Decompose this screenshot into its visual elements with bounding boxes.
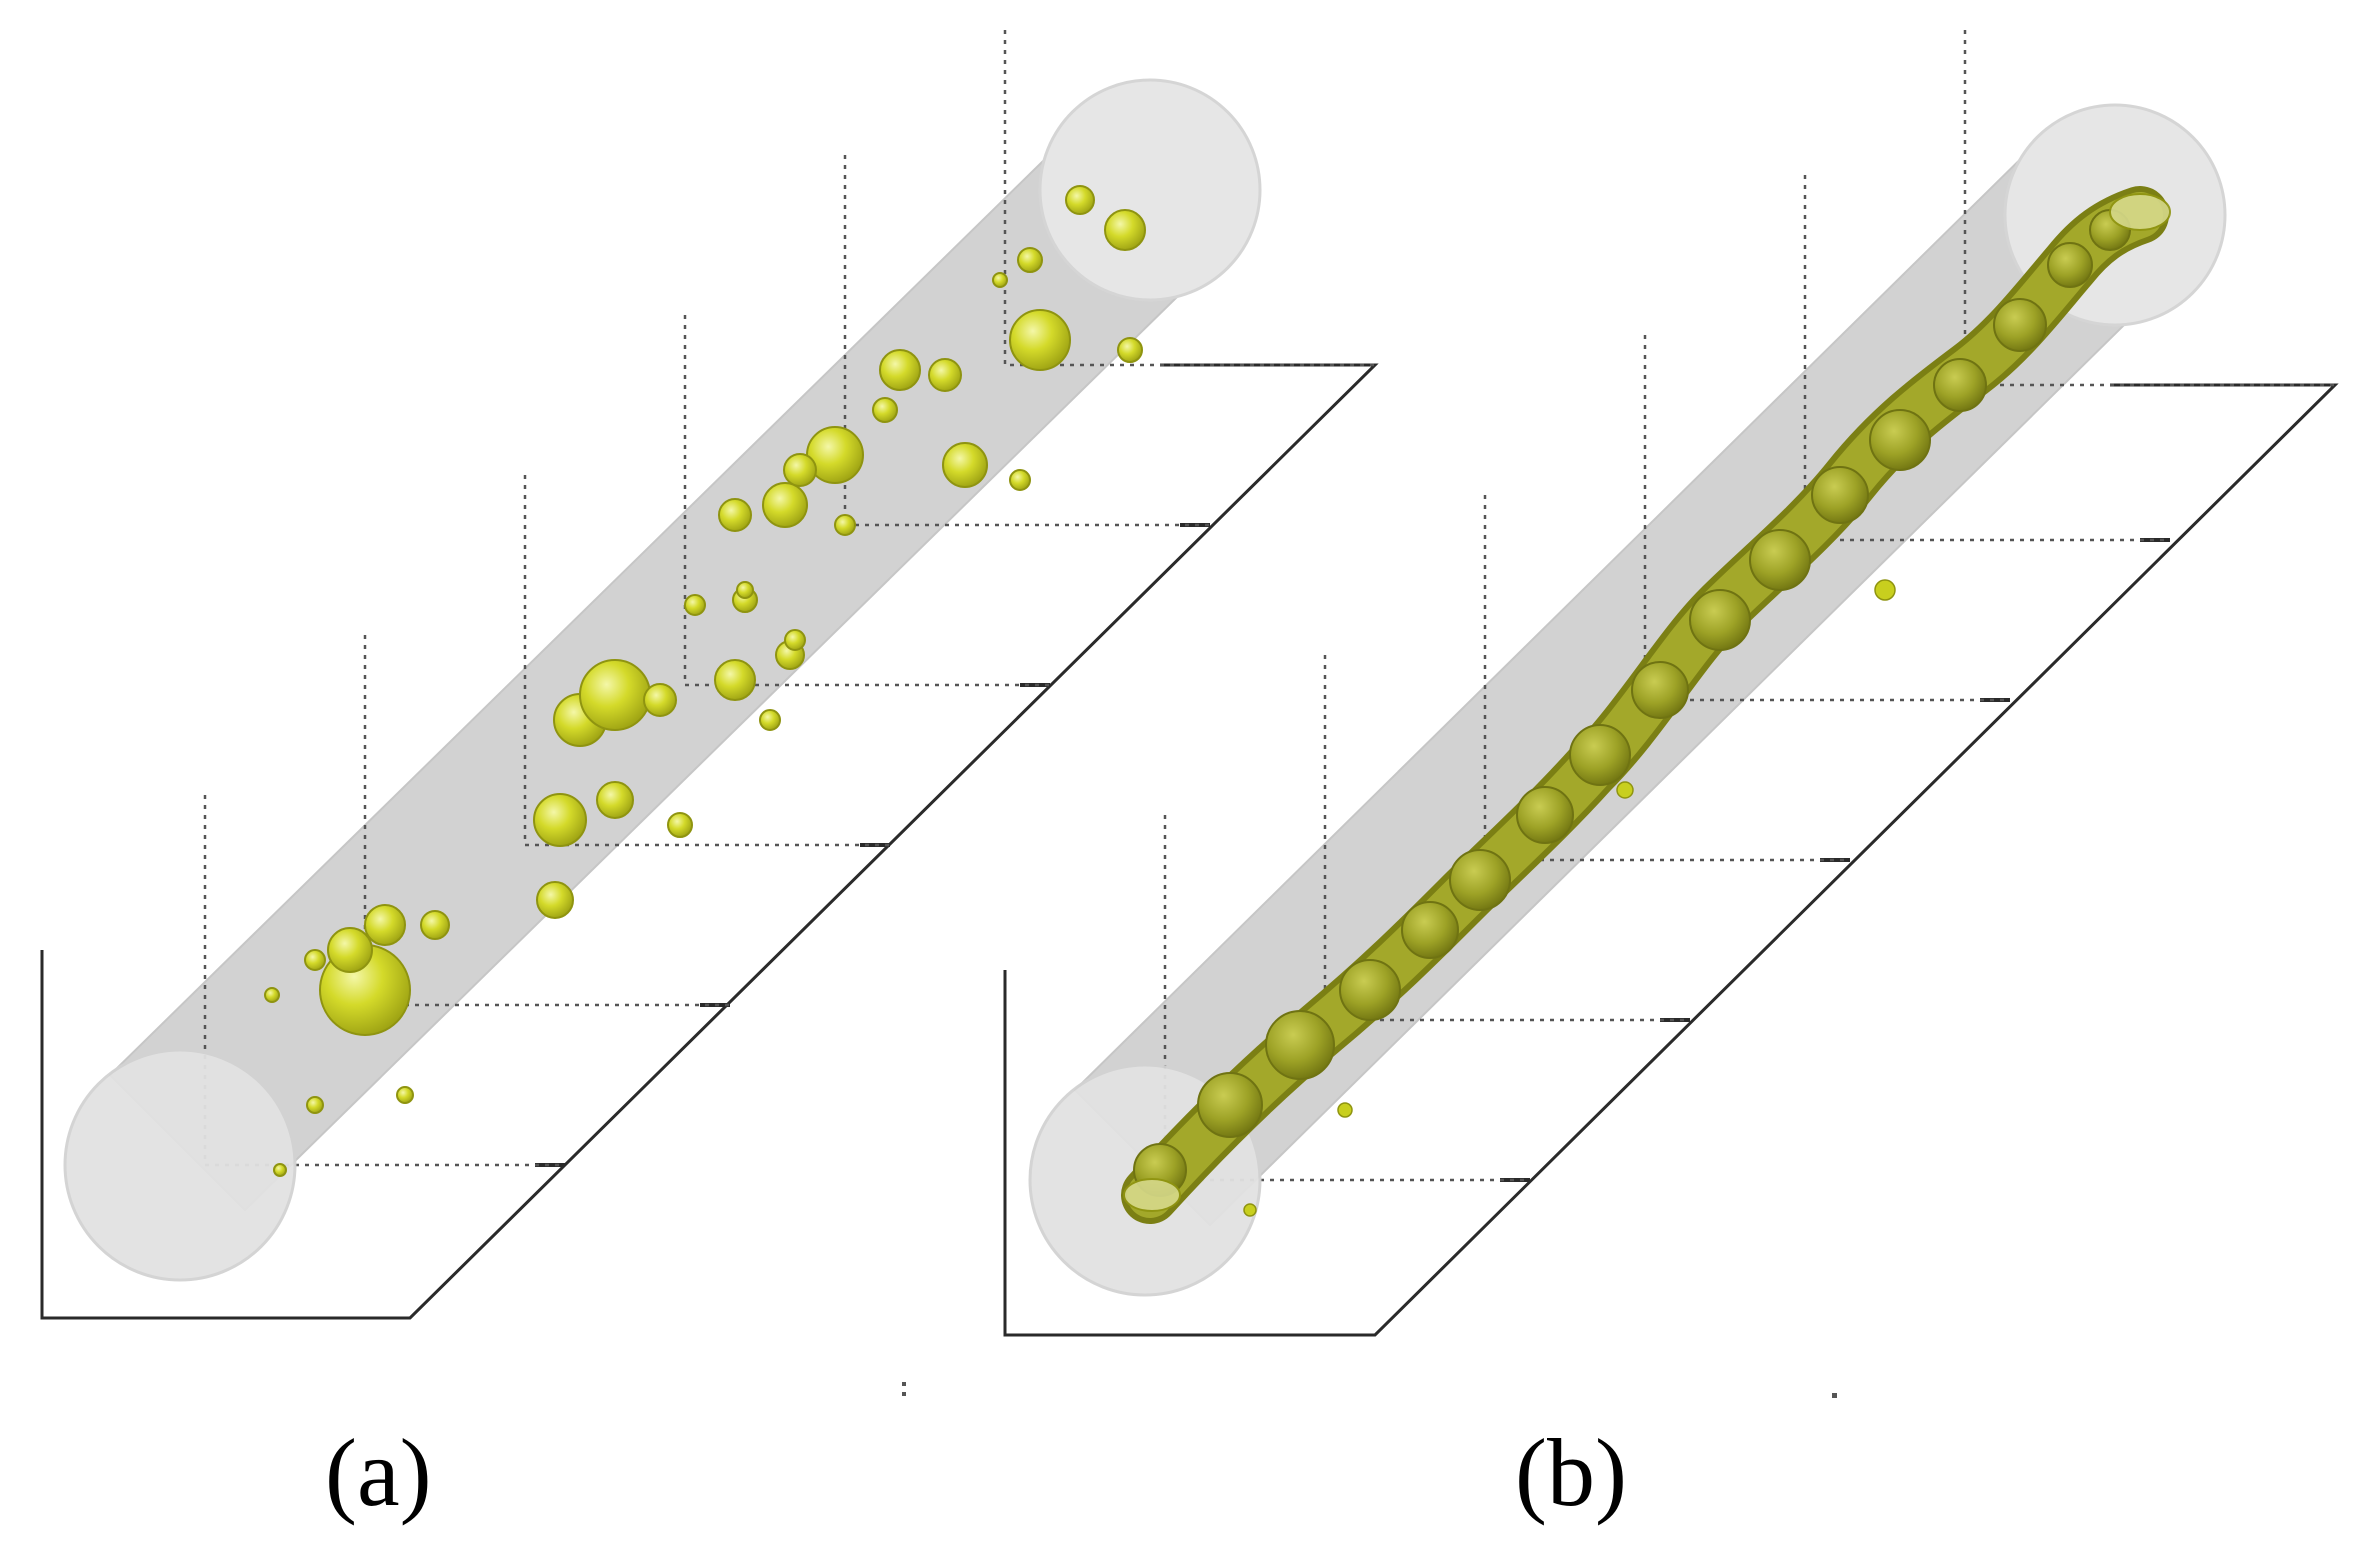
droplet bbox=[718, 498, 752, 532]
droplet bbox=[273, 1163, 287, 1177]
droplet bbox=[942, 442, 988, 488]
filament-end-cap-top bbox=[2109, 193, 2171, 231]
panel-a-droplets bbox=[40, 30, 1379, 1320]
droplet bbox=[872, 397, 898, 423]
panel-b-caption: (b) bbox=[1515, 1419, 1627, 1526]
panel-a-caption: (a) bbox=[325, 1419, 432, 1526]
filament-satellite-bits bbox=[1243, 579, 1896, 1217]
filament-bead bbox=[1569, 724, 1631, 786]
filament-bead bbox=[1689, 589, 1751, 651]
filament-bead bbox=[1749, 529, 1811, 591]
droplet bbox=[1017, 247, 1043, 273]
filament-bead bbox=[1811, 466, 1869, 524]
panel-b-ticks bbox=[1500, 538, 2170, 1182]
filament-bead bbox=[1265, 1010, 1335, 1080]
droplet bbox=[264, 987, 280, 1003]
filament-bead bbox=[1933, 358, 1987, 412]
filament-bead bbox=[2047, 242, 2093, 288]
droplet bbox=[992, 272, 1008, 288]
panel-b-filament bbox=[1003, 30, 2339, 1337]
droplet bbox=[714, 659, 756, 701]
filament-bead bbox=[1339, 959, 1401, 1021]
droplet bbox=[928, 358, 962, 392]
panel-a-tube-body bbox=[108, 113, 1227, 1212]
droplet bbox=[420, 910, 450, 940]
panel-b-grid-lines bbox=[1163, 30, 2335, 1182]
filament-end-cap-bottom bbox=[1123, 1178, 1181, 1212]
panel-b-filament-strand bbox=[1121, 186, 2171, 1224]
droplet bbox=[579, 659, 651, 731]
stray-specks bbox=[902, 1382, 1837, 1398]
droplet bbox=[396, 1086, 414, 1104]
droplet bbox=[684, 594, 706, 616]
filament-beads bbox=[1133, 209, 2131, 1197]
droplet bbox=[1009, 309, 1071, 371]
filament-bead bbox=[1993, 298, 2047, 352]
filament-bead bbox=[1197, 1072, 1263, 1138]
droplet bbox=[879, 349, 921, 391]
droplet bbox=[783, 453, 817, 487]
droplet bbox=[784, 629, 806, 651]
panel-a-tube-end-top bbox=[1038, 78, 1262, 302]
droplet bbox=[643, 683, 677, 717]
droplet bbox=[536, 881, 574, 919]
droplet bbox=[759, 709, 781, 731]
droplet bbox=[762, 482, 808, 528]
droplet bbox=[667, 812, 693, 838]
droplet bbox=[306, 1096, 324, 1114]
droplet bbox=[1009, 469, 1031, 491]
filament-bead bbox=[1516, 786, 1574, 844]
droplet bbox=[327, 927, 373, 973]
filament-bead bbox=[1631, 661, 1689, 719]
panel-a-tube-end-bottom bbox=[63, 1048, 297, 1282]
droplet bbox=[533, 793, 587, 847]
droplet bbox=[1104, 209, 1146, 251]
droplet bbox=[736, 581, 754, 599]
droplet bbox=[1117, 337, 1143, 363]
droplet bbox=[596, 781, 634, 819]
filament-bead bbox=[1869, 409, 1931, 471]
filament-bead bbox=[1449, 849, 1511, 911]
filament-bead bbox=[1401, 901, 1459, 959]
droplet bbox=[1065, 185, 1095, 215]
panel-a-droplets-cluster bbox=[264, 185, 1146, 1177]
droplet bbox=[834, 514, 856, 536]
droplet bbox=[364, 904, 406, 946]
droplet bbox=[304, 949, 326, 971]
